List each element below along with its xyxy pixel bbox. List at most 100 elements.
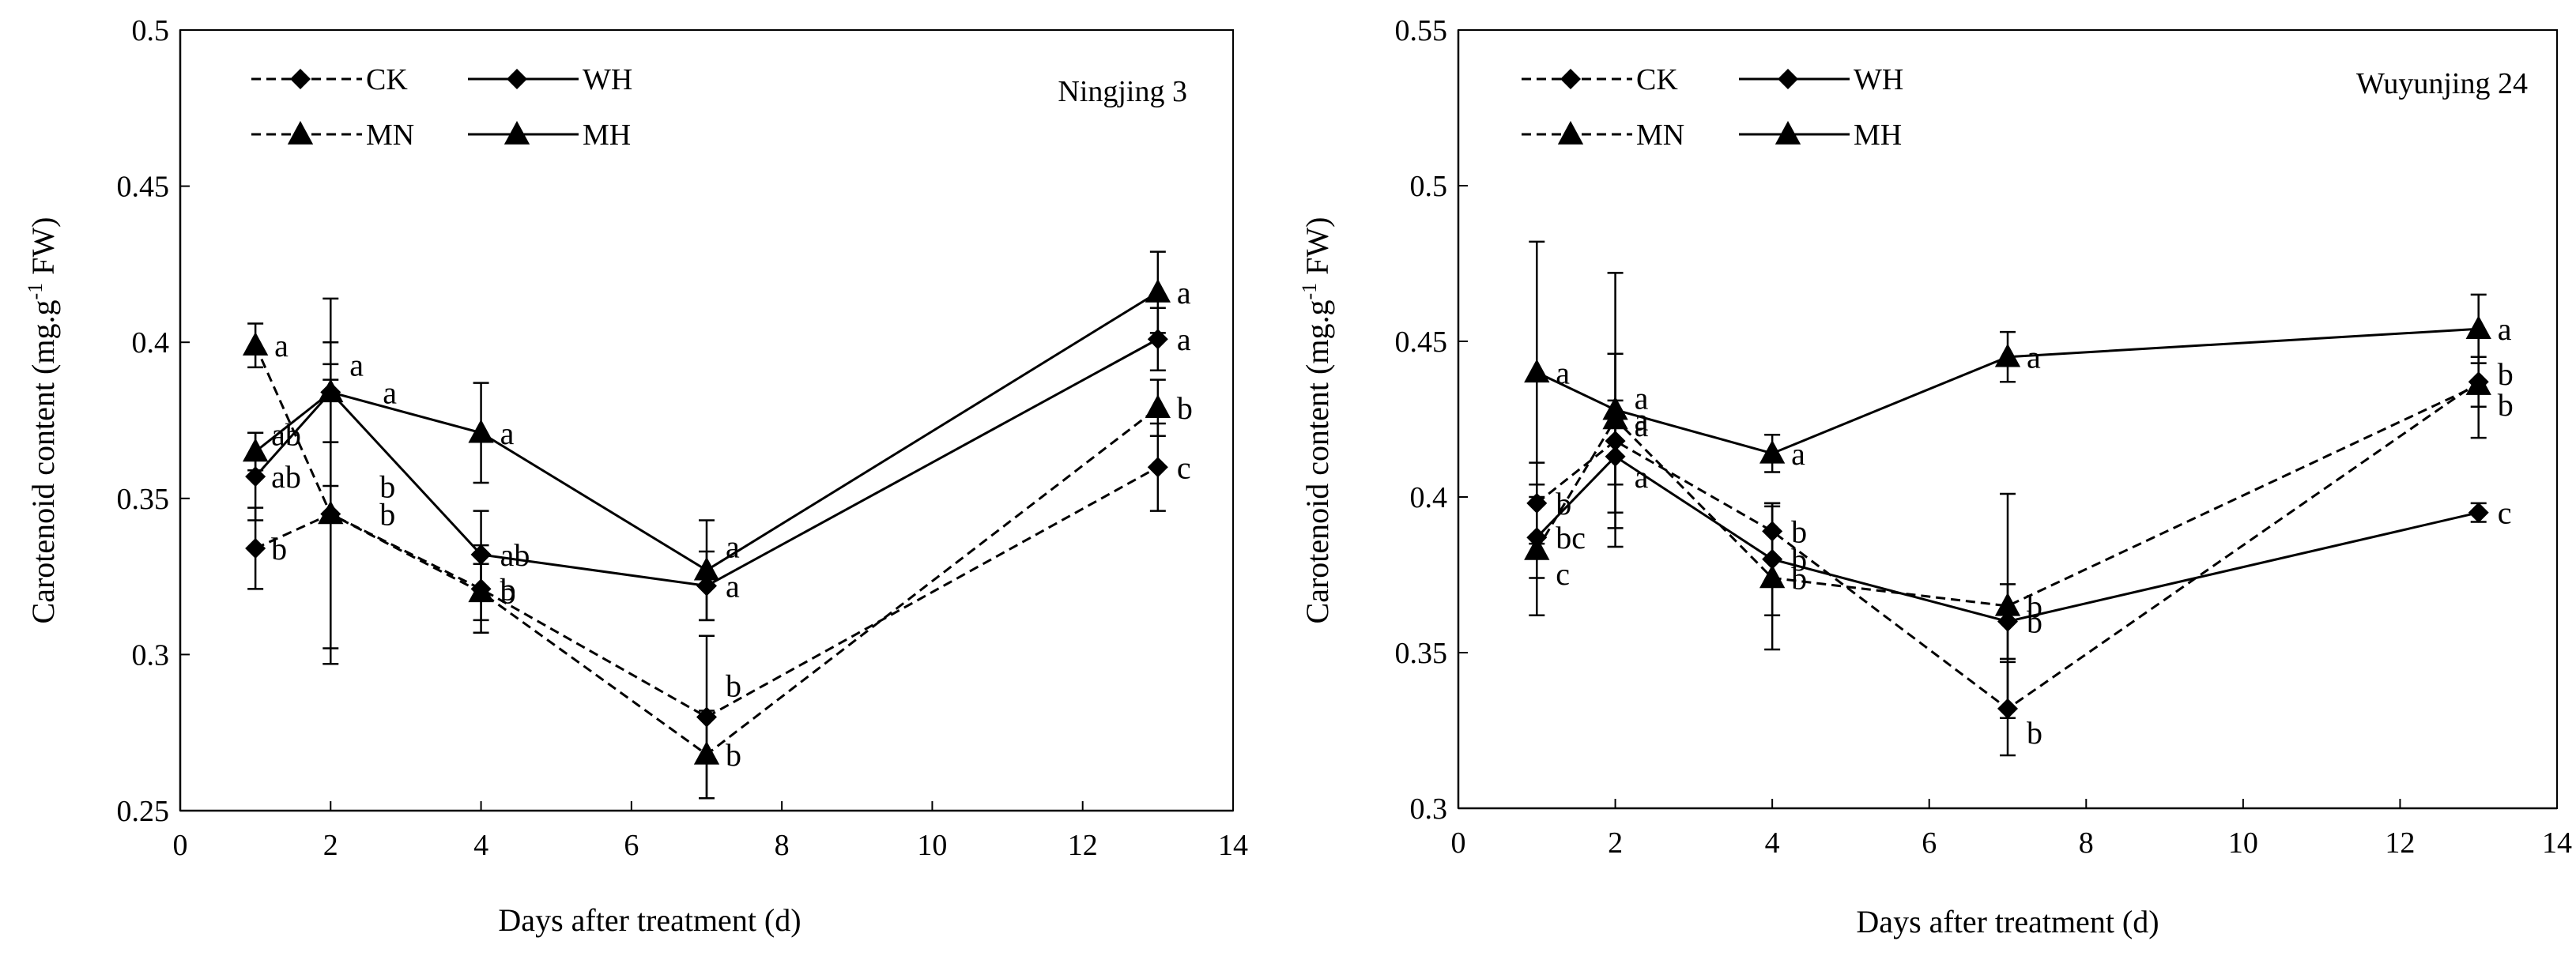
- significance-letter: a: [1177, 322, 1191, 357]
- legend-marker-ck: [290, 69, 311, 89]
- legend-label-mh: MH: [583, 119, 631, 152]
- y-tick-label: 0.35: [1395, 637, 1448, 670]
- significance-letter: b: [2498, 387, 2514, 423]
- significance-letter: b: [500, 574, 516, 610]
- x-ticks: 0 2 4 6 8 10 12 14: [173, 801, 1248, 862]
- significance-letter: a: [1177, 275, 1191, 311]
- significance-letter: a: [500, 416, 515, 451]
- significance-letter: a: [274, 328, 289, 363]
- x-tick-label: 6: [624, 829, 639, 862]
- y-tick-label: 0.35: [117, 483, 170, 516]
- x-ticks: 0 2 4 6 8 10 12 14: [1451, 799, 2572, 860]
- data-point: [1147, 329, 1168, 350]
- legend-marker-mn: [1557, 121, 1584, 145]
- x-axis-label: Days after treatment (d): [1856, 904, 2159, 939]
- chart-panel-ningjing: 0.250.30.350.40.450.5 0 2 4 6 8 10 12 14 bbbbca…: [24, 14, 1248, 938]
- legend-label-wh: WH: [583, 63, 632, 96]
- data-point: [1602, 396, 1628, 420]
- significance-letter: b: [726, 668, 741, 703]
- legend-label-mh: MH: [1854, 119, 1902, 152]
- y-tick-label: 0.4: [1410, 481, 1448, 514]
- y-tick-label: 0.45: [1395, 326, 1448, 359]
- x-tick-label: 14: [2542, 826, 2572, 860]
- significance-letter: b: [1791, 542, 1807, 578]
- y-ticks: 0.3 0.35 0.4 0.45 0.5 0.55: [1395, 14, 1468, 826]
- y-axis-label: Carotenoid content (mg.g-1 FW): [1298, 217, 1335, 624]
- x-tick-label: 10: [2228, 826, 2258, 860]
- significance-letter: a: [1635, 402, 1649, 438]
- y-axis-label-main: Carotenoid content (mg.g: [25, 300, 61, 624]
- significance-letter: a: [1635, 459, 1649, 495]
- significance-letter: a: [349, 347, 364, 382]
- x-axis-label: Days after treatment (d): [498, 902, 801, 938]
- significance-letter: b: [1791, 514, 1807, 549]
- data-point: [2468, 502, 2489, 523]
- data-point: [1759, 564, 1786, 589]
- legend-label-mn: MN: [1636, 119, 1684, 152]
- y-axis-label-main: Carotenoid content (mg.g: [1299, 300, 1335, 624]
- legend-marker-mh: [504, 121, 530, 145]
- significance-letter: b: [2027, 604, 2042, 640]
- series-line-ck: [1536, 380, 2480, 710]
- x-tick-label: 14: [1218, 829, 1248, 862]
- y-tick-label: 0.45: [117, 171, 170, 204]
- x-tick-label: 10: [917, 829, 947, 862]
- legend-label-ck: CK: [366, 63, 408, 96]
- legend: CK WH MN MH: [1522, 63, 1903, 152]
- y-tick-label: 0.3: [1410, 792, 1448, 826]
- data-point: [1759, 439, 1786, 464]
- legend-marker-wh: [1778, 69, 1798, 89]
- data-point: [1145, 394, 1171, 418]
- x-tick-label: 2: [1608, 826, 1623, 860]
- data-point: [318, 378, 344, 403]
- data-point: [2465, 315, 2491, 339]
- chart-title: Wuyunjing 24: [2356, 67, 2528, 100]
- data-point: [242, 438, 269, 462]
- chart-panel-wuyunjing: 0.30.350.40.450.50.55 0 2 4 6 8 10 12 14 babbbb…: [1298, 14, 2572, 939]
- data-point: [1994, 592, 2021, 616]
- data-point: [1524, 359, 1550, 383]
- data-point: [1994, 343, 2021, 367]
- significance-letter: b: [271, 531, 287, 567]
- y-tick-label: 0.5: [1410, 170, 1448, 203]
- y-axis-label-end: FW): [1299, 217, 1335, 283]
- legend-label-ck: CK: [1636, 63, 1678, 96]
- significance-letter: b: [379, 497, 395, 533]
- x-tick-label: 6: [1922, 826, 1937, 860]
- data-point: [318, 500, 344, 525]
- significance-letter: b: [1177, 390, 1193, 426]
- significance-letter: a: [2027, 340, 2041, 375]
- significance-letter: c: [1177, 450, 1191, 485]
- significance-letter: ab: [271, 459, 301, 495]
- data-point: [693, 556, 720, 581]
- data-point: [242, 332, 269, 356]
- significance-letter: b: [500, 571, 516, 607]
- data-point: [245, 466, 266, 488]
- y-tick-label: 0.3: [132, 638, 170, 672]
- x-tick-label: 8: [775, 829, 790, 862]
- data-point: [1145, 278, 1171, 303]
- significance-letter: c: [2498, 495, 2512, 531]
- significance-letter: c: [1556, 556, 1570, 592]
- legend-label-mn: MN: [366, 119, 414, 152]
- y-axis-label-superscript: -1: [1298, 283, 1321, 300]
- y-tick-label: 0.25: [117, 795, 170, 828]
- x-tick-label: 0: [1451, 826, 1466, 860]
- data-point: [468, 419, 494, 443]
- significance-letter: b: [379, 469, 395, 505]
- significance-letter: b: [2027, 589, 2042, 624]
- x-tick-label: 12: [2385, 826, 2415, 860]
- data-point: [470, 544, 492, 565]
- x-tick-label: 12: [1068, 829, 1098, 862]
- significance-letter: ab: [500, 537, 530, 573]
- y-axis-label-superscript: -1: [24, 283, 47, 300]
- data-point: [693, 740, 720, 765]
- significance-letter: b: [1791, 560, 1807, 596]
